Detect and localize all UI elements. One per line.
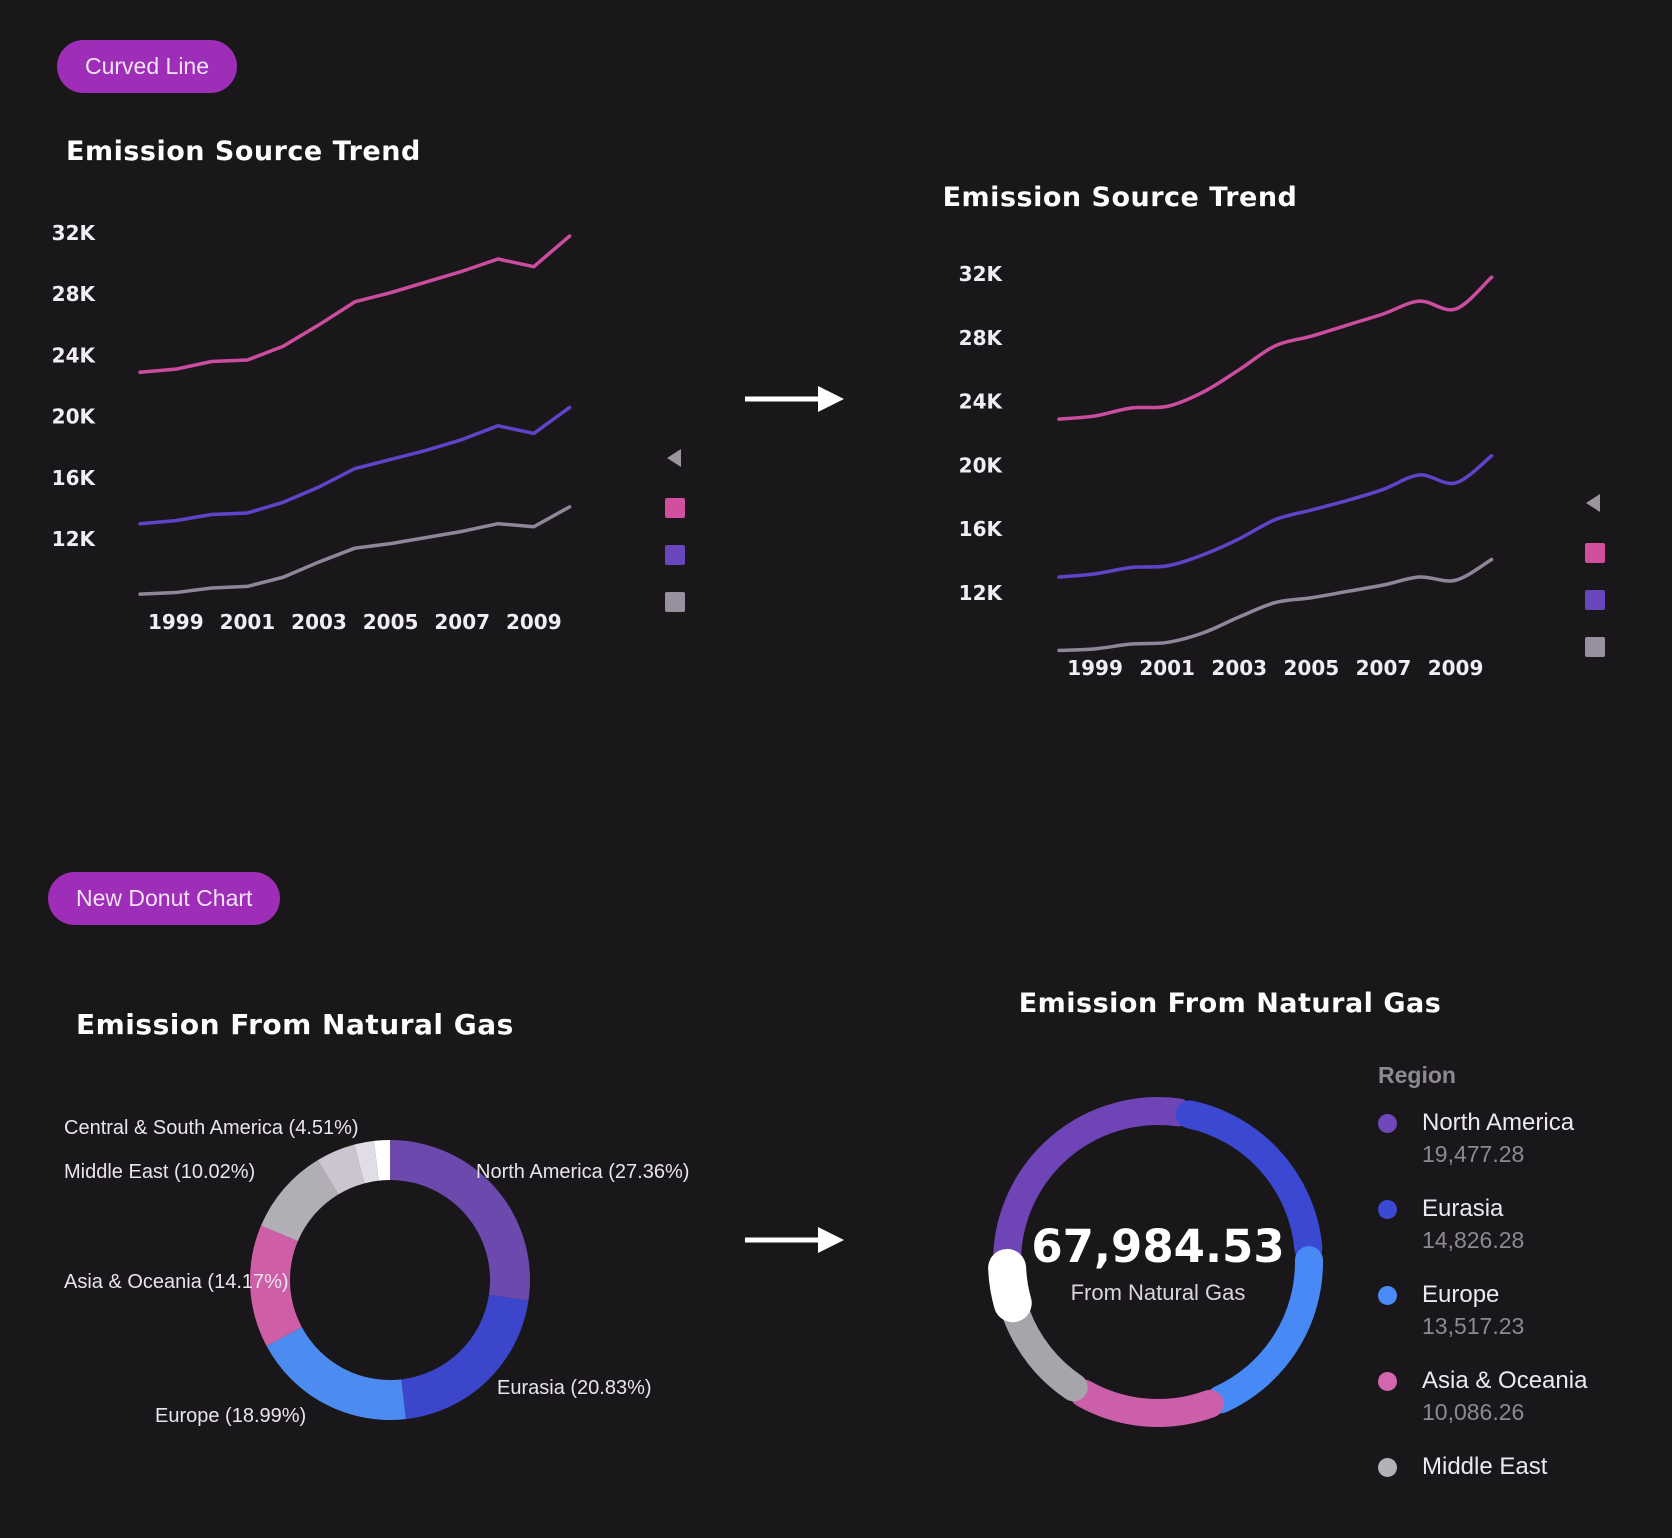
svg-text:2005: 2005 bbox=[363, 610, 419, 634]
legend-item-label: Eurasia bbox=[1422, 1195, 1504, 1222]
svg-text:2001: 2001 bbox=[1139, 656, 1195, 680]
legend-item-value: 10,086.26 bbox=[1422, 1399, 1525, 1425]
svg-text:2009: 2009 bbox=[506, 610, 562, 634]
collapse-triangle-icon[interactable] bbox=[1586, 494, 1600, 512]
legend-item-asia-oceania[interactable]: Asia & Oceania 10,086.26 bbox=[1378, 1365, 1668, 1427]
svg-text:20K: 20K bbox=[959, 453, 1004, 477]
svg-text:2001: 2001 bbox=[220, 610, 276, 634]
pie-label-europe: Europe (18.99%) bbox=[155, 1405, 307, 1427]
pie-label-north-america: North America (27.36%) bbox=[476, 1161, 690, 1183]
legend-swatch-purple[interactable] bbox=[1585, 590, 1605, 610]
svg-text:28K: 28K bbox=[959, 326, 1004, 350]
legend-item-value: 14,826.28 bbox=[1422, 1227, 1525, 1253]
legend-item-value: 19,477.28 bbox=[1422, 1141, 1525, 1167]
legend-swatch-pink[interactable] bbox=[1585, 543, 1605, 563]
svg-text:24K: 24K bbox=[959, 390, 1004, 414]
pie-label-central-south-america: Central & South America (4.51%) bbox=[64, 1117, 359, 1139]
pie-label-middle-east: Middle East (10.02%) bbox=[64, 1161, 256, 1183]
legend-item-label: North America bbox=[1422, 1109, 1575, 1136]
legend-item-label: Asia & Oceania bbox=[1422, 1367, 1588, 1394]
donut-center: 67,984.53 From Natural Gas bbox=[1008, 1222, 1308, 1306]
legend-dot bbox=[1378, 1371, 1397, 1391]
svg-text:16K: 16K bbox=[52, 466, 97, 490]
arrow-right-icon bbox=[745, 386, 844, 412]
svg-text:2005: 2005 bbox=[1284, 656, 1340, 680]
pie-label-asia-oceania: Asia & Oceania (14.17%) bbox=[64, 1271, 289, 1293]
svg-text:32K: 32K bbox=[52, 221, 97, 245]
legend-dot bbox=[1378, 1285, 1397, 1305]
legend-title: Region bbox=[1378, 1062, 1456, 1088]
legend-swatch-gray[interactable] bbox=[665, 592, 685, 612]
legend-item-label: Europe bbox=[1422, 1281, 1500, 1308]
svg-text:1999: 1999 bbox=[148, 610, 204, 634]
svg-text:1999: 1999 bbox=[1067, 656, 1123, 680]
pie-label-eurasia: Eurasia (20.83%) bbox=[497, 1377, 652, 1399]
legend-item-north-america[interactable]: North America 19,477.28 bbox=[1378, 1107, 1668, 1169]
line-chart-title-left: Emission Source Trend bbox=[66, 136, 421, 167]
donut-center-value: 67,984.53 bbox=[1031, 1220, 1285, 1273]
svg-text:2007: 2007 bbox=[434, 610, 490, 634]
donut-chart-segmented[interactable] bbox=[950, 1060, 1380, 1480]
svg-text:2007: 2007 bbox=[1356, 656, 1412, 680]
legend-swatch-purple[interactable] bbox=[665, 545, 685, 565]
line-chart-straight[interactable]: 32K 28K 24K 20K 16K 12K 1999 2001 2003 2005 2007 20… bbox=[0, 120, 710, 650]
svg-text:2009: 2009 bbox=[1428, 656, 1484, 680]
svg-text:28K: 28K bbox=[52, 282, 97, 306]
donut-center-label: From Natural Gas bbox=[1070, 1280, 1246, 1305]
donut-chart-title-left: Emission From Natural Gas bbox=[76, 1008, 514, 1041]
donut-legend: Region North America 19,477.28 Eurasia 1… bbox=[1378, 1062, 1668, 1507]
legend-dot bbox=[1378, 1113, 1397, 1133]
legend-dot bbox=[1378, 1457, 1397, 1477]
legend-item-eurasia[interactable]: Eurasia 14,826.28 bbox=[1378, 1193, 1668, 1255]
legend-dot bbox=[1378, 1199, 1397, 1219]
donut-chart-labeled[interactable] bbox=[40, 1090, 760, 1462]
section-badge-new-donut-chart[interactable]: New Donut Chart bbox=[48, 872, 281, 925]
collapse-triangle-icon[interactable] bbox=[667, 449, 681, 467]
svg-text:2003: 2003 bbox=[291, 610, 347, 634]
svg-text:16K: 16K bbox=[959, 517, 1004, 541]
legend-item-middle-east[interactable]: Middle East bbox=[1378, 1451, 1668, 1483]
svg-text:12K: 12K bbox=[959, 581, 1004, 605]
line-chart-curved[interactable]: 32K 28K 24K 20K 16K 12K 1999 2001 2003 2005 2007 20… bbox=[940, 160, 1580, 705]
legend-item-label: Middle East bbox=[1422, 1453, 1548, 1480]
section-badge-curved-line[interactable]: Curved Line bbox=[57, 40, 238, 93]
legend-item-value: 13,517.23 bbox=[1422, 1313, 1525, 1339]
legend-swatch-gray[interactable] bbox=[1585, 637, 1605, 657]
svg-text:24K: 24K bbox=[52, 343, 97, 367]
svg-text:12K: 12K bbox=[52, 527, 97, 551]
svg-text:32K: 32K bbox=[959, 262, 1004, 286]
arrow-right-icon bbox=[745, 1227, 844, 1253]
svg-text:20K: 20K bbox=[52, 405, 97, 429]
legend-item-europe[interactable]: Europe 13,517.23 bbox=[1378, 1279, 1668, 1341]
donut-chart-title-right: Emission From Natural Gas bbox=[1018, 988, 1442, 1019]
svg-text:2003: 2003 bbox=[1211, 656, 1267, 680]
legend-swatch-pink[interactable] bbox=[665, 498, 685, 518]
line-chart-title-right: Emission Source Trend bbox=[942, 182, 1298, 213]
